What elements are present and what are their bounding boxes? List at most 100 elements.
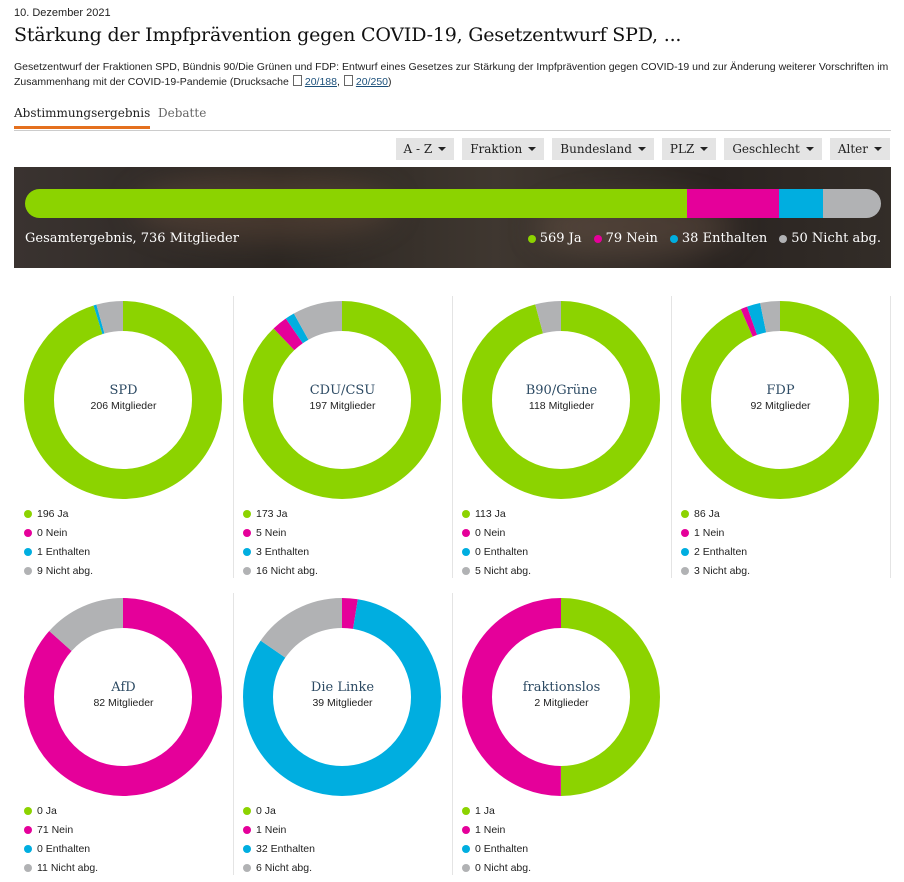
legend-ja-label: 569 Ja [539,231,582,246]
party-card[interactable]: CDU/CSU 197 Mitglieder 173 Ja 5 Nein 3 Entha… [233,296,453,578]
total-bar-ja [25,189,687,218]
tab-debatte[interactable]: Debatte [158,106,207,120]
vote-description: Gesetzentwurf der Fraktionen SPD, Bündni… [14,60,894,90]
nein-dot-icon [462,528,470,537]
legend-row-ja: 1 Ja [462,801,531,820]
total-bar-enthalten [778,189,823,218]
legend-row-nein: 1 Nein [681,523,750,542]
filter-label: Bundesland [560,142,632,156]
nicht-dot-icon [462,566,470,575]
caret-down-icon [700,147,709,151]
caret-down-icon [637,147,646,151]
filter-fraktion-button[interactable]: Fraktion [462,138,545,160]
legend-label: 3 Nicht abg. [694,564,751,577]
donut-slice-nicht [243,301,441,499]
legend-row-ja: 86 Ja [681,504,750,523]
page-title: Stärkung der Impfprävention gegen COVID-… [14,24,682,46]
ja-dot-icon [24,806,32,815]
enthalten-dot-icon [243,844,251,853]
legend-row-ja: 0 Ja [24,801,98,820]
filter-label: PLZ [669,142,695,156]
filter-alter-button[interactable]: Alter [829,138,890,160]
legend-row-enthalten: 32 Enthalten [243,839,315,858]
doc-link-1[interactable]: 20/188 [304,76,337,88]
legend-row-enthalten: 2 Enthalten [681,542,750,561]
donut-slice-nein [462,598,660,796]
legend-label: 16 Nicht abg. [256,564,318,577]
party-member-count: 197 Mitglieder [309,400,376,412]
legend-row-nicht: 0 Nicht abg. [462,858,531,877]
legend-row-nein: 1 Nein [243,820,315,839]
filter-bar: A - Z Fraktion Bundesland PLZ Geschlecht… [395,138,890,160]
party-member-count: 2 Mitglieder [534,697,589,709]
party-name: Die Linke [310,680,375,695]
caret-down-icon [438,147,447,151]
nein-dot-icon [24,825,32,834]
party-donut-chart [681,301,879,499]
legend-row-ja: 173 Ja [243,504,318,523]
total-bar-nein [686,189,779,218]
tab-abstimmungsergebnis[interactable]: Abstimmungsergebnis [14,106,151,129]
legend-label: 1 Ja [475,804,495,817]
legend-label: 196 Ja [37,507,69,520]
filter-plz-button[interactable]: PLZ [661,138,717,160]
document-icon [292,75,302,86]
party-card[interactable]: AfD 82 Mitglieder 0 Ja 71 Nein 0 Enthalten 11… [14,593,234,875]
legend-label: 9 Nicht abg. [37,564,94,577]
nicht-dot-icon [779,234,788,243]
nein-dot-icon [462,825,470,834]
legend-row-nein: 0 Nein [462,523,531,542]
enthalten-dot-icon [462,844,470,853]
party-member-count: 39 Mitglieder [312,697,373,709]
legend-row-nicht: 11 Nicht abg. [24,858,98,877]
party-card[interactable]: fraktionslos 2 Mitglieder 1 Ja 1 Nein 0 Enth… [452,593,671,875]
doc-link-2[interactable]: 20/250 [355,76,389,88]
legend-ja: 569 Ja [527,231,582,246]
doc-close: ) [388,76,392,88]
legend-row-nicht: 16 Nicht abg. [243,561,318,580]
party-legend: 173 Ja 5 Nein 3 Enthalten 16 Nicht abg. [243,504,318,580]
party-name: B90/Grüne [525,383,598,398]
party-name: FDP [766,383,795,398]
total-bar-nicht [822,189,881,218]
party-card[interactable]: FDP 92 Mitglieder 86 Ja 1 Nein 2 Enthalten 3 … [671,296,891,578]
legend-label: 1 Enthalten [37,545,91,558]
legend-row-nein: 71 Nein [24,820,98,839]
party-name: SPD [109,383,138,398]
legend-nein: 79 Nein [593,231,658,246]
ja-dot-icon [681,509,689,518]
doc-separator: , [336,76,340,88]
legend-row-nein: 0 Nein [24,523,93,542]
filter-bundesland-button[interactable]: Bundesland [552,138,654,160]
description-text: Gesetzentwurf der Fraktionen SPD, Bündni… [14,61,889,88]
legend-nicht: 50 Nicht abg. [779,231,881,246]
party-card[interactable]: B90/Grüne 118 Mitglieder 113 Ja 0 Nein 0 Ent… [452,296,672,578]
document-icon [343,75,353,86]
legend-row-ja: 196 Ja [24,504,93,523]
donut-slice-nicht [243,598,441,796]
party-donut-chart [462,301,660,499]
filter-az-button[interactable]: A - Z [395,138,455,160]
ja-dot-icon [527,234,536,243]
filter-geschlecht-button[interactable]: Geschlecht [724,138,822,160]
legend-label: 2 Enthalten [694,545,748,558]
party-name: fraktionslos [522,680,601,695]
legend-enthalten: 38 Enthalten [669,231,768,246]
legend-row-enthalten: 1 Enthalten [24,542,93,561]
legend-label: 0 Nicht abg. [475,861,532,874]
legend-label: 0 Enthalten [475,842,529,855]
legend-label: 0 Ja [37,804,57,817]
legend-enthalten-label: 38 Enthalten [681,231,768,246]
party-legend: 113 Ja 0 Nein 0 Enthalten 5 Nicht abg. [462,504,531,580]
nicht-dot-icon [243,863,251,872]
ja-dot-icon [243,509,251,518]
party-donut-chart [243,598,441,796]
party-member-count: 82 Mitglieder [93,697,154,709]
legend-label: 1 Nein [475,823,506,836]
legend-label: 1 Nein [694,526,725,539]
party-card[interactable]: SPD 206 Mitglieder 196 Ja 0 Nein 1 Enthalten… [14,296,234,578]
enthalten-dot-icon [24,547,32,556]
party-card[interactable]: Die Linke 39 Mitglieder 0 Ja 1 Nein 32 Entha… [233,593,453,875]
party-donut-chart [462,598,660,796]
caret-down-icon [528,147,537,151]
